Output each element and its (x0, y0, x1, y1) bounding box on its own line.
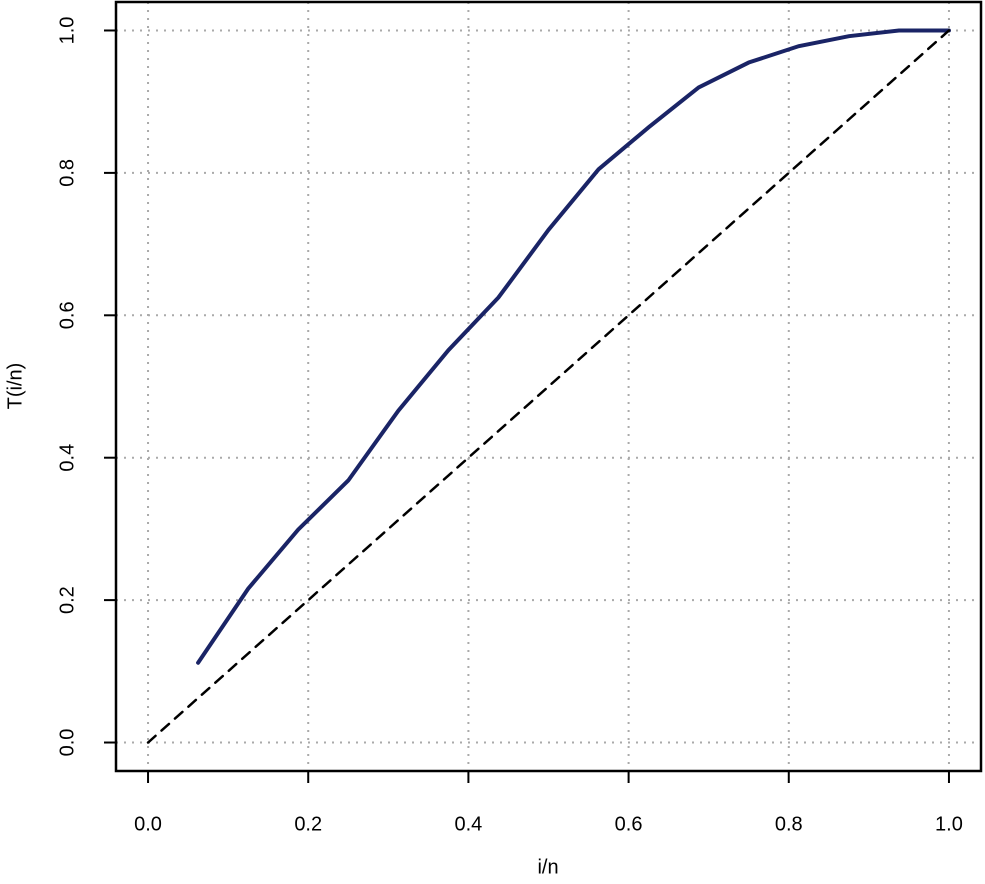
y-tick-label: 0.2 (56, 586, 78, 614)
x-tick-label: 0.0 (134, 813, 162, 835)
y-tick-label: 1.0 (56, 17, 78, 45)
plot-frame (114, 0, 983, 773)
y-tick-label: 0.4 (56, 444, 78, 472)
x-tick-label: 0.4 (455, 813, 483, 835)
x-axis-title: i/n (537, 856, 558, 878)
x-tick-label: 0.6 (615, 813, 643, 835)
y-axis-title: T(i/n) (4, 363, 26, 410)
x-tick-label: 1.0 (935, 813, 963, 835)
data-line (196, 28, 951, 665)
y-tick-label: 0.6 (56, 301, 78, 329)
data-line (146, 29, 951, 744)
y-tick-label: 0.8 (56, 159, 78, 187)
x-tick-label: 0.2 (294, 813, 322, 835)
x-tick-label: 0.8 (775, 813, 803, 835)
y-tick-label: 0.0 (56, 729, 78, 757)
